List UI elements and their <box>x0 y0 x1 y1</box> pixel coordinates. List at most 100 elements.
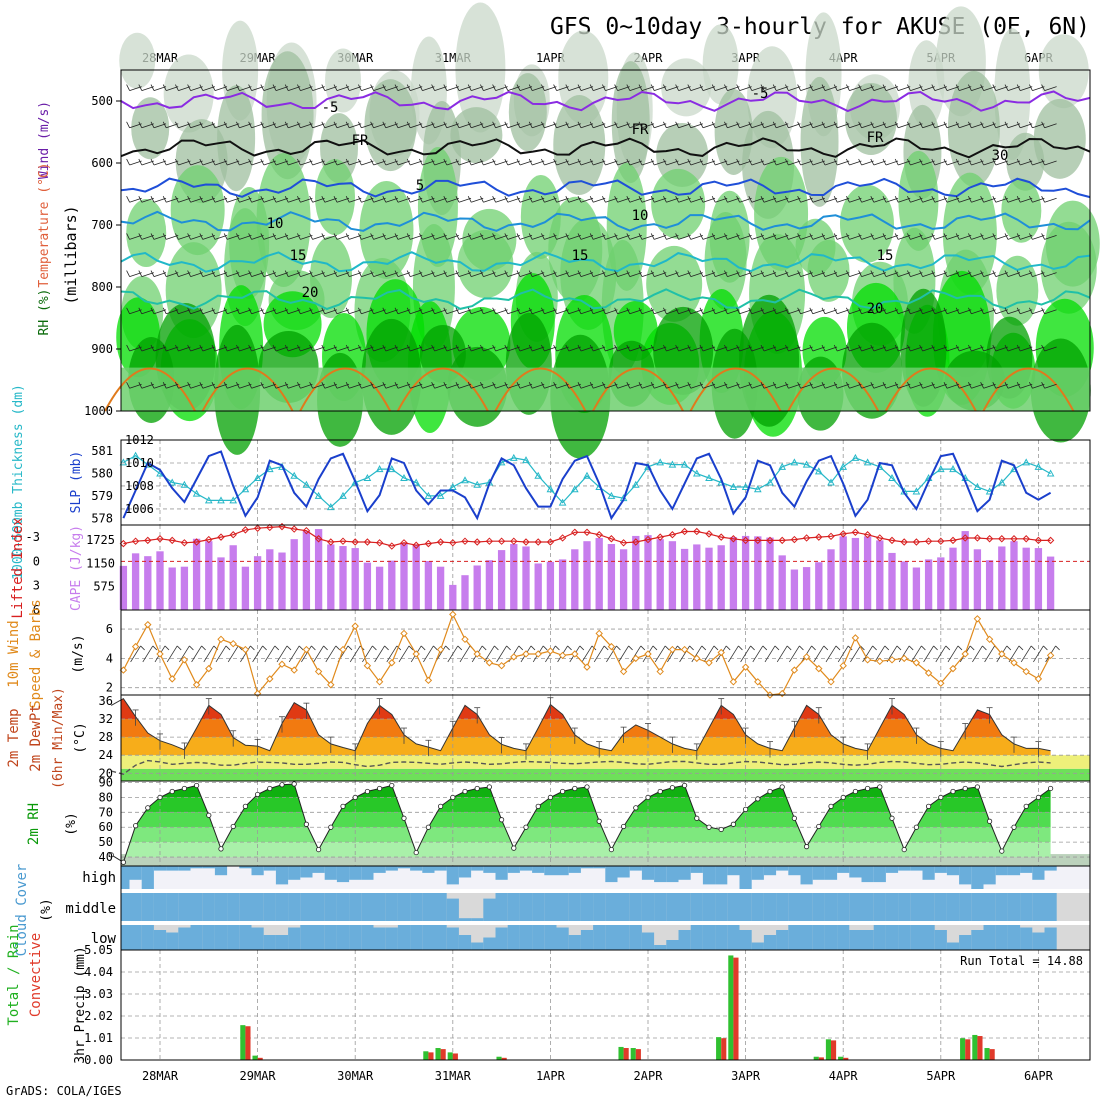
wind-barb <box>507 235 520 240</box>
cloud-middle-bar <box>629 893 642 921</box>
wind-barb-flag <box>309 84 313 91</box>
wind-barb-flag <box>760 158 765 166</box>
thickness-point <box>217 496 225 504</box>
cape-bar <box>619 549 628 610</box>
wind-barb <box>910 346 923 352</box>
temp-axis-label-1: 2m Temp <box>6 708 22 767</box>
wind-barb <box>373 235 386 240</box>
wind-barb-flag <box>736 270 740 277</box>
wind10m-barb <box>703 645 715 663</box>
rh2m-axis-label: 2m RH <box>26 803 42 845</box>
wind-barb <box>532 383 545 389</box>
wind-barb <box>800 160 813 166</box>
wind-barb <box>434 160 447 166</box>
wind-barb <box>483 383 496 389</box>
wind-barb-flag <box>272 382 277 389</box>
cloud-middle-bar <box>300 893 313 921</box>
wind-barb <box>544 197 557 203</box>
wind-barb <box>129 383 142 389</box>
wind-barb-flag <box>1041 382 1045 389</box>
li-point <box>937 537 945 545</box>
wind-barb-flag <box>321 270 326 277</box>
wind-axis-label-3: (m/s) <box>71 634 86 673</box>
wind-barb-flag <box>382 382 387 389</box>
temp-fill-band <box>121 737 1051 756</box>
wind-barb-flag <box>711 84 716 91</box>
wind-barb-flag <box>345 307 350 314</box>
rh-shading <box>839 184 894 263</box>
li-point <box>851 528 860 536</box>
wind10m-barb <box>728 645 739 663</box>
wind-barb <box>385 346 398 352</box>
wind-barb <box>507 309 520 315</box>
wind-barb-flag <box>931 158 936 166</box>
cloud-low-bar <box>349 925 362 950</box>
wind-barb-flag <box>626 121 631 128</box>
wind-barb-flag <box>785 233 789 240</box>
wind-barb-flag <box>821 307 826 314</box>
wind-barb-flag <box>431 382 435 389</box>
wind-barb-flag <box>528 84 533 91</box>
wind10m-barb-flag <box>945 645 951 651</box>
wind-barb-flag <box>528 158 533 166</box>
wind-barb-flag <box>260 307 265 314</box>
wind-barb-flag <box>187 382 191 389</box>
wind-barb-flag <box>248 196 252 203</box>
wind-barb-flag <box>675 121 679 128</box>
wind-barb-flag <box>711 158 716 166</box>
wind-barb <box>788 272 801 277</box>
wind-barb <box>483 309 496 315</box>
wind-speed-point <box>1034 675 1043 683</box>
run-total-label: Run Total = 14.88 <box>960 954 1083 968</box>
wind-barb <box>385 123 398 129</box>
li-point <box>510 537 518 545</box>
wind-barb <box>446 160 459 166</box>
wind-barb <box>861 383 874 389</box>
wind-barb <box>288 86 301 91</box>
wind-barb-flag <box>248 84 252 91</box>
upper-air-frame <box>120 69 1091 412</box>
wind-barb-flag <box>358 121 362 128</box>
wind-barb-flag <box>150 307 155 314</box>
wind-barb <box>800 86 813 91</box>
wind-barb-flag <box>772 307 777 314</box>
wind-barb <box>995 235 1008 240</box>
wind-barb <box>922 86 935 91</box>
wind-barb-flag <box>284 344 289 352</box>
wind-barb-flag <box>358 233 362 240</box>
wind-barb <box>812 86 825 91</box>
wind-barb <box>373 123 386 129</box>
wind-barb-flag <box>333 307 338 314</box>
wind-barb <box>349 123 362 129</box>
wind-barb-flag <box>614 233 618 240</box>
wind-barb <box>397 123 411 129</box>
cape-bar <box>632 535 640 610</box>
cloud-low-bar <box>690 925 703 950</box>
cape-bar <box>949 547 957 610</box>
wind-barb <box>288 309 301 315</box>
wind-barb <box>471 309 484 315</box>
wind-barb-flag <box>907 233 911 240</box>
wind-barb <box>654 123 667 129</box>
cloud-high-bar <box>251 866 264 876</box>
wind10m-barb <box>349 645 361 663</box>
cape-bar <box>802 567 811 610</box>
wind-barb-flag <box>187 121 191 128</box>
wind-barb <box>239 86 252 91</box>
wind-barb <box>202 123 215 129</box>
wind-barb <box>617 86 630 91</box>
wind-barb-flag <box>894 233 899 240</box>
li-point <box>888 536 896 545</box>
wind10m-barb <box>276 645 288 663</box>
rh-point <box>742 806 749 812</box>
wind-barb-flag <box>858 233 862 240</box>
cape-bar <box>412 544 420 610</box>
wind-barb <box>263 86 276 91</box>
wind-barb <box>129 346 142 352</box>
li-point <box>705 530 713 538</box>
wind10m-barb-flag <box>664 645 670 651</box>
wind-barb-flag <box>980 84 984 91</box>
wind-barb <box>202 235 215 240</box>
wind-barb-flag <box>760 270 765 277</box>
slp-axis-label: SLP (mb) <box>69 451 84 514</box>
